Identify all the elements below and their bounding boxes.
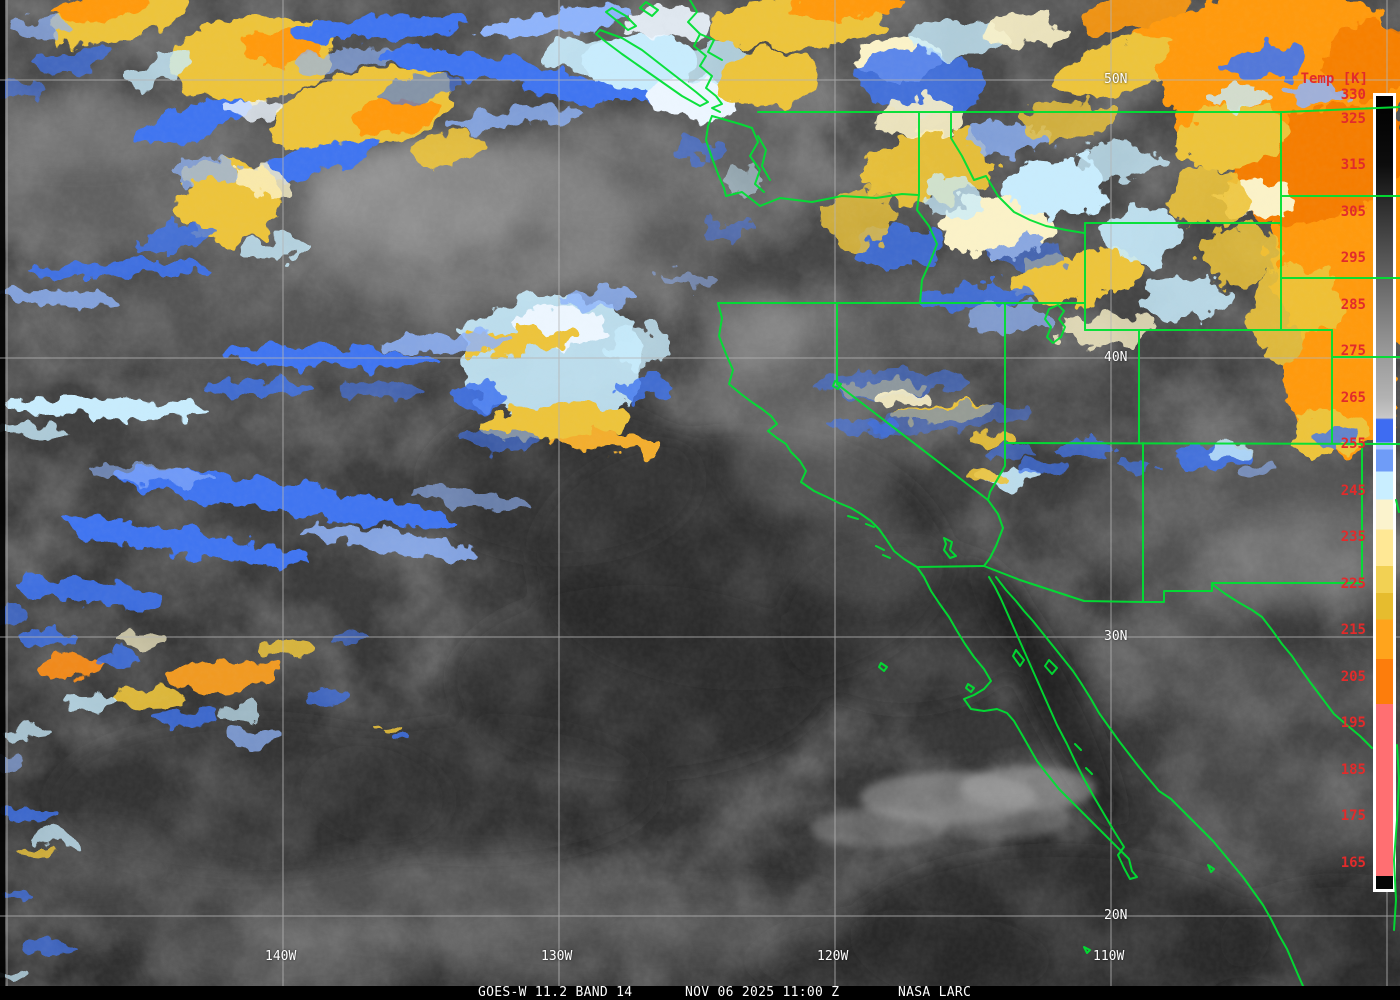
latitude-label: 30N xyxy=(1104,629,1128,644)
colorbar-tick-label: 265 xyxy=(1340,390,1366,406)
colorbar-tick-label: 235 xyxy=(1340,529,1366,545)
longitude-label: 140W xyxy=(265,949,297,964)
map-boundaries xyxy=(595,0,1400,986)
colorbar-tick-label: 245 xyxy=(1340,483,1366,499)
colorbar-tick-label: 295 xyxy=(1340,250,1366,266)
longitude-label: 110W xyxy=(1093,949,1125,964)
left-edge-strip xyxy=(0,0,5,986)
footer-timestamp: NOV 06 2025 11:00 Z xyxy=(685,985,840,1000)
colorbar-tick-label: 175 xyxy=(1340,808,1366,824)
temperature-colorbar xyxy=(1373,93,1396,892)
colorbar-tick-label: 165 xyxy=(1340,855,1366,871)
footer-satellite-band: GOES-W 11.2 BAND 14 xyxy=(478,985,633,1000)
colorbar-tick-label: 185 xyxy=(1340,762,1366,778)
colorbar-tick-label: 225 xyxy=(1340,576,1366,592)
colorbar-tick-label: 275 xyxy=(1340,343,1366,359)
colorbar-tick-label: 195 xyxy=(1340,715,1366,731)
colorbar-tick-label: 330 xyxy=(1340,87,1366,103)
longitude-label: 120W xyxy=(817,949,849,964)
colorbar-tick-label: 315 xyxy=(1340,157,1366,173)
colorbar-title: Temp [K] xyxy=(1300,71,1368,87)
footer-status-bar: GOES-W 11.2 BAND 14 NOV 06 2025 11:00 Z … xyxy=(0,986,1400,1000)
colorbar-tick-label: 305 xyxy=(1340,204,1366,220)
colorbar-tick-label: 205 xyxy=(1340,669,1366,685)
colorbar-tick-label: 325 xyxy=(1340,111,1366,127)
colorbar-tick-label: 285 xyxy=(1340,297,1366,313)
colorbar-tick-label: 255 xyxy=(1340,436,1366,452)
latitude-label: 40N xyxy=(1104,350,1128,365)
longitude-label: 130W xyxy=(541,949,573,964)
footer-credit: NASA LARC xyxy=(898,985,972,1000)
colorbar-tick-label: 215 xyxy=(1340,622,1366,638)
latitude-label: 50N xyxy=(1104,72,1128,87)
latitude-label: 20N xyxy=(1104,908,1128,923)
